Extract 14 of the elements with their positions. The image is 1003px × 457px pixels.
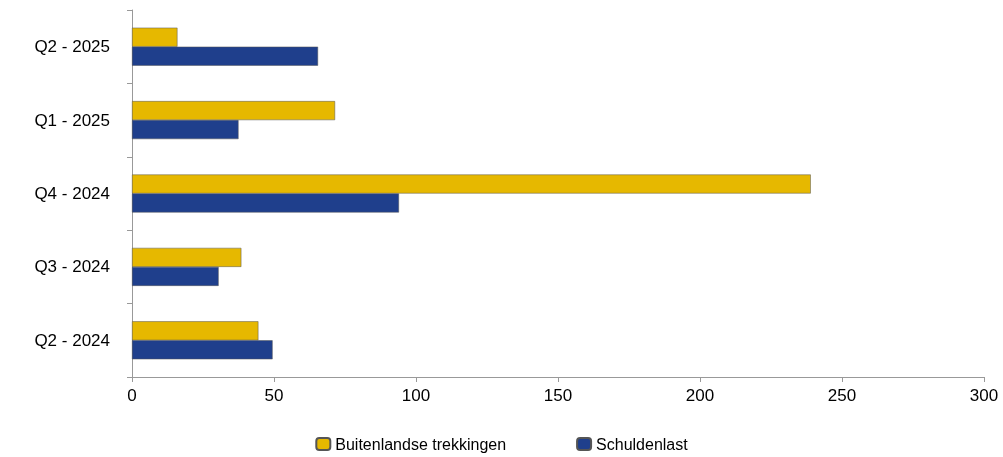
legend-label: Schuldenlast bbox=[596, 435, 689, 453]
y-tick-label: Q3 - 2024 bbox=[34, 257, 110, 277]
y-tick-label: Q1 - 2025 bbox=[34, 110, 110, 130]
x-tick-label: 150 bbox=[543, 386, 573, 405]
y-tick-label: Q2 - 2025 bbox=[34, 37, 110, 57]
legend-label: Buitenlandse trekkingen bbox=[335, 435, 507, 453]
x-tick-label: 50 bbox=[264, 386, 284, 405]
y-tick-label: Q2 - 2024 bbox=[34, 330, 110, 350]
x-tick-label: 0 bbox=[127, 386, 137, 405]
x-tick-label: 200 bbox=[685, 386, 715, 405]
y-tick-label: Q4 - 2024 bbox=[34, 184, 110, 203]
x-tick-label: 100 bbox=[401, 386, 431, 405]
x-tick-label: 250 bbox=[827, 386, 857, 405]
x-tick-label: 300 bbox=[969, 386, 999, 405]
